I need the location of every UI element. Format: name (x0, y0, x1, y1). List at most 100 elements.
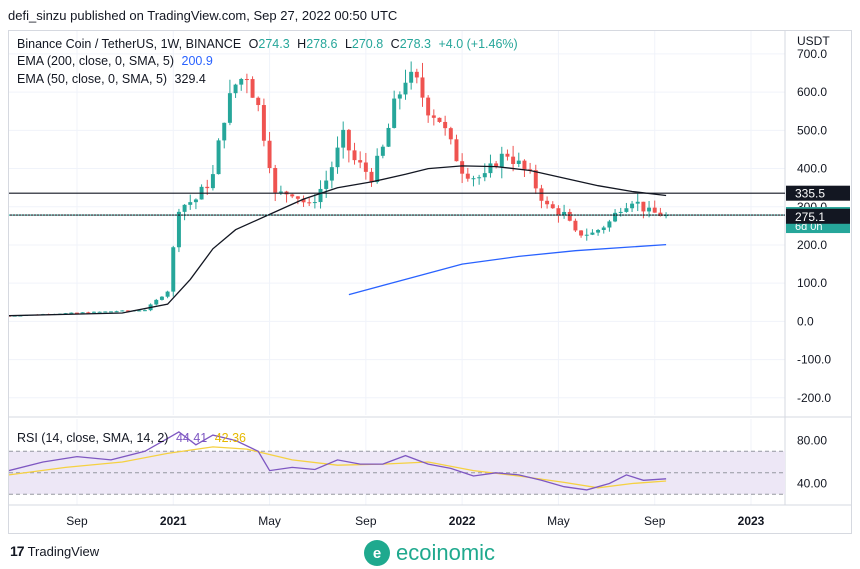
candle-body (477, 177, 482, 179)
candle-body (437, 117, 442, 122)
candle-body (312, 202, 317, 204)
candle-body (329, 167, 334, 181)
candle-body (647, 207, 652, 212)
candle-body (222, 122, 227, 141)
candle-body (403, 82, 408, 95)
candle-body (159, 296, 164, 300)
candle-body (652, 207, 657, 213)
legend-close-label: C (390, 37, 400, 51)
rsi-axis-tick: 40.00 (797, 477, 827, 491)
price-countdown: 6d 0h (795, 221, 823, 233)
candle-body (596, 229, 601, 233)
price-axis-tick: -100.0 (797, 353, 831, 367)
time-axis-tick: 2022 (449, 514, 476, 528)
candle-body (74, 312, 79, 314)
legend-symbol: Binance Coin / TetherUS, 1W, BINANCE (17, 37, 242, 51)
price-axis-tick: 500.0 (797, 123, 827, 137)
candle-body (216, 140, 221, 175)
legend-high-value: 278.6 (306, 37, 338, 51)
candle-body (352, 150, 357, 161)
price-axis-tick: 200.0 (797, 238, 827, 252)
time-axis-tick: Sep (355, 514, 377, 528)
ema200-legend: EMA (200, close, 0, SMA, 5) 200.9 (17, 54, 217, 68)
candle-body (205, 186, 210, 189)
ecoinomic-logo-text: ecoinomic (396, 540, 496, 565)
candle-body (380, 146, 385, 156)
tradingview-logo[interactable]: 17 TradingView (10, 543, 99, 559)
candle-body (295, 196, 300, 199)
candle-body (618, 211, 623, 213)
ema200-line (348, 243, 667, 296)
candle-body (182, 204, 187, 212)
time-axis-tick: 2021 (160, 514, 187, 528)
rsi-line (9, 431, 667, 491)
candle-body (630, 203, 635, 209)
price-axis-tick: 0.0 (797, 314, 814, 328)
candle-body (556, 208, 561, 216)
legend-open-value: 274.3 (258, 37, 290, 51)
candle-body (579, 230, 584, 236)
candle-body (522, 160, 527, 170)
candle-body (114, 311, 119, 313)
candle-body (108, 311, 113, 313)
candle-body (63, 313, 68, 315)
chart-canvas[interactable]: 700.0600.0500.0400.0300.0200.0100.00.0-1… (9, 31, 851, 533)
ema50-value: 329.4 (174, 72, 206, 86)
price-label-bg (786, 185, 850, 201)
candle-body (635, 201, 640, 204)
candle-body (137, 310, 142, 312)
price-axis-tick: 400.0 (797, 162, 827, 176)
candle-body (210, 174, 215, 189)
tradingview-logo-text: TradingView (27, 543, 100, 559)
ema50-line (9, 165, 667, 317)
chart-frame[interactable]: 700.0 600.0 500.0 400.0 300.0 200.0 100.0 0.0 -1… (8, 30, 852, 534)
candle-body (397, 94, 402, 99)
rsi-ma-value: 42.36 (214, 431, 246, 445)
candle-body (516, 160, 521, 164)
candle-body (278, 191, 283, 193)
candle-body (250, 79, 255, 98)
price-axis-unit: USDT (797, 34, 830, 48)
candle-body (318, 188, 323, 203)
ema50-label: EMA (50, close, 0, SMA, 5) (17, 72, 168, 86)
price-label: 275.1 (795, 210, 825, 224)
legend-change: +4.0 (+1.46%) (438, 37, 518, 51)
rsi-value: 44.41 (175, 431, 208, 445)
candle-body (511, 156, 516, 164)
price-axis-tick: 700.0 (797, 47, 827, 61)
candle-body (324, 180, 329, 189)
price-axis-tick: 600.0 (797, 85, 827, 99)
candle-body (267, 140, 272, 169)
candle-body (256, 97, 261, 106)
candle-body (499, 153, 504, 167)
candle-body (545, 200, 550, 205)
candle-body (227, 93, 232, 123)
candle-body (125, 310, 130, 312)
candle-body (471, 178, 476, 180)
candle-body (550, 204, 555, 209)
candle-body (448, 128, 453, 140)
candle-body (358, 160, 363, 163)
candle-body (584, 234, 589, 236)
price-axis-tick: 100.0 (797, 276, 827, 290)
candle-body (375, 155, 380, 183)
candle-body (409, 71, 414, 83)
candle-body (431, 115, 436, 118)
candle-body (443, 121, 448, 129)
candle-body (562, 211, 567, 216)
candle-body (176, 211, 181, 248)
candle-body (86, 312, 91, 314)
candle-body (567, 211, 572, 221)
candle-body (590, 232, 595, 235)
legend-high-label: H (297, 37, 307, 51)
time-axis-tick: May (547, 514, 570, 528)
time-axis-tick: May (258, 514, 281, 528)
candle-body (341, 129, 346, 148)
candle-body (363, 162, 368, 172)
candle-body (120, 310, 125, 312)
legend-low-label: L (344, 37, 352, 51)
candle-body (607, 221, 612, 228)
price-label-bg (786, 208, 850, 224)
price-label: 335.5 (795, 187, 825, 201)
candle-body (505, 153, 510, 157)
